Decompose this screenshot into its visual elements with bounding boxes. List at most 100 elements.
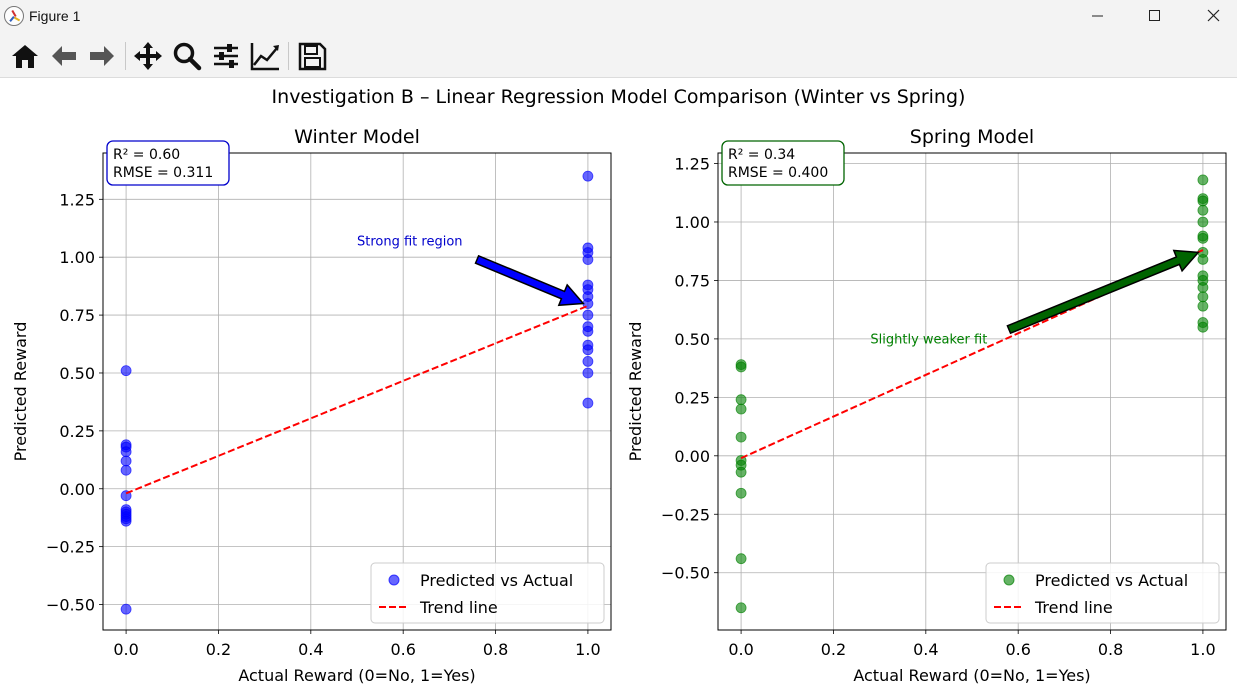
window-title: Figure 1 (29, 8, 81, 24)
y-tick-label: −0.25 (46, 538, 95, 557)
edit-axis-button[interactable] (249, 40, 281, 72)
x-tick-label: 0.0 (728, 640, 753, 659)
y-tick-label: −0.50 (46, 596, 95, 615)
matplotlib-app-icon (4, 6, 24, 26)
x-tick-label: 0.6 (390, 640, 415, 659)
minimize-button[interactable] (1075, 0, 1121, 34)
y-tick-label: 1.25 (59, 190, 95, 209)
save-icon (298, 42, 327, 71)
data-point (120, 515, 132, 527)
pan-button[interactable] (132, 40, 164, 72)
subplot-spring: 0.0 0.2 0.4 0.6 0.8 1.0 −0.50 −0.25 0.00 0.25 0.50… (626, 126, 1227, 685)
x-tick-label: 0.2 (206, 640, 231, 659)
data-point (120, 603, 132, 615)
y-tick-label: 1.00 (674, 213, 710, 232)
configure-subplots-button[interactable] (210, 40, 242, 72)
data-point (735, 394, 747, 406)
configure-subplots-icon (214, 44, 238, 68)
legend-label-scatter: Predicted vs Actual (1035, 571, 1188, 590)
stats-line: R² = 0.60 (113, 147, 180, 163)
y-tick-label: 1.00 (59, 248, 95, 267)
home-icon (12, 45, 38, 68)
y-tick-label: 1.25 (674, 155, 710, 174)
back-arrow-icon (52, 46, 76, 66)
stats-line: RMSE = 0.311 (113, 165, 213, 181)
y-tick-label: 0.50 (674, 330, 710, 349)
x-tick-label: 1.0 (575, 640, 600, 659)
data-layer (735, 174, 1209, 614)
data-point (120, 455, 132, 467)
y-tick-label: −0.25 (661, 505, 710, 524)
data-point (582, 309, 594, 321)
data-point (735, 487, 747, 499)
x-tick-label: 0.0 (113, 640, 138, 659)
data-point (735, 466, 747, 478)
legend-label-line: Trend line (1034, 598, 1113, 617)
annotation-arrow (474, 254, 585, 307)
data-point (582, 355, 594, 367)
annotation-text: Slightly weaker fit (870, 333, 987, 348)
y-tick-label: 0.25 (59, 422, 95, 441)
stats-line: R² = 0.34 (728, 147, 795, 163)
save-button[interactable] (296, 40, 328, 72)
y-tick-label: 0.75 (59, 306, 95, 325)
data-point (582, 254, 594, 265)
y-tick-label: 0.25 (674, 388, 710, 407)
close-button[interactable] (1190, 0, 1236, 34)
y-tick-label: −0.50 (661, 564, 710, 583)
legend-label-line: Trend line (419, 598, 498, 617)
y-axis-label: Predicted Reward (626, 322, 645, 462)
data-point (1197, 204, 1209, 216)
legend-box (985, 562, 1220, 624)
data-point (582, 344, 594, 356)
figure-suptitle: Investigation B – Linear Regression Mode… (271, 86, 966, 108)
toolbar-separator (288, 42, 289, 70)
window-titlebar: Figure 1 (0, 0, 1237, 34)
x-tick-label: 1.0 (1190, 640, 1215, 659)
data-point (1197, 282, 1209, 293)
forward-arrow-icon (90, 46, 114, 66)
zoom-button[interactable] (171, 40, 203, 72)
data-point (120, 365, 132, 377)
zoom-icon (173, 42, 202, 71)
data-point (1197, 300, 1209, 312)
subplot-winter: 0.0 0.2 0.4 0.6 0.8 1.0 −0.50 −0.25 0.00 0.25 0.50… (11, 126, 612, 685)
y-tick-label: 0.50 (59, 364, 95, 383)
x-tick-label: 0.4 (298, 640, 323, 659)
home-button[interactable] (9, 40, 41, 72)
stats-box (721, 140, 845, 186)
back-button[interactable] (48, 40, 80, 72)
data-point (582, 397, 594, 409)
x-axis-label: Actual Reward (0=No, 1=Yes) (853, 666, 1090, 685)
x-tick-label: 0.2 (821, 640, 846, 659)
subplot-title: Winter Model (294, 126, 420, 148)
data-point (735, 602, 747, 614)
data-point (582, 170, 594, 182)
legend-label-scatter: Predicted vs Actual (420, 571, 573, 590)
minimize-icon (1092, 15, 1103, 17)
y-tick-label: 0.00 (674, 447, 710, 466)
trend-line (125, 304, 589, 495)
data-point (1197, 291, 1209, 303)
y-tick-label: 0.00 (59, 480, 95, 499)
data-point (1197, 195, 1209, 207)
data-layer (120, 170, 594, 615)
x-axis-label: Actual Reward (0=No, 1=Yes) (238, 666, 475, 685)
y-axis-label: Predicted Reward (11, 322, 30, 462)
maximize-button[interactable] (1132, 0, 1178, 34)
data-point (735, 361, 747, 373)
y-tick-label: 0.75 (674, 271, 710, 290)
annotation-text: Strong fit region (357, 235, 463, 250)
toolbar-separator (125, 42, 126, 70)
x-tick-label: 0.8 (483, 640, 508, 659)
x-tick-label: 0.4 (913, 640, 938, 659)
axes-frame (717, 152, 1227, 631)
pan-icon (134, 42, 162, 70)
x-tick-label: 0.8 (1098, 640, 1123, 659)
subplot-title: Spring Model (910, 126, 1034, 148)
data-point (582, 325, 594, 337)
data-point (1197, 174, 1209, 186)
forward-button[interactable] (86, 40, 118, 72)
annotation-arrow (1006, 249, 1200, 335)
